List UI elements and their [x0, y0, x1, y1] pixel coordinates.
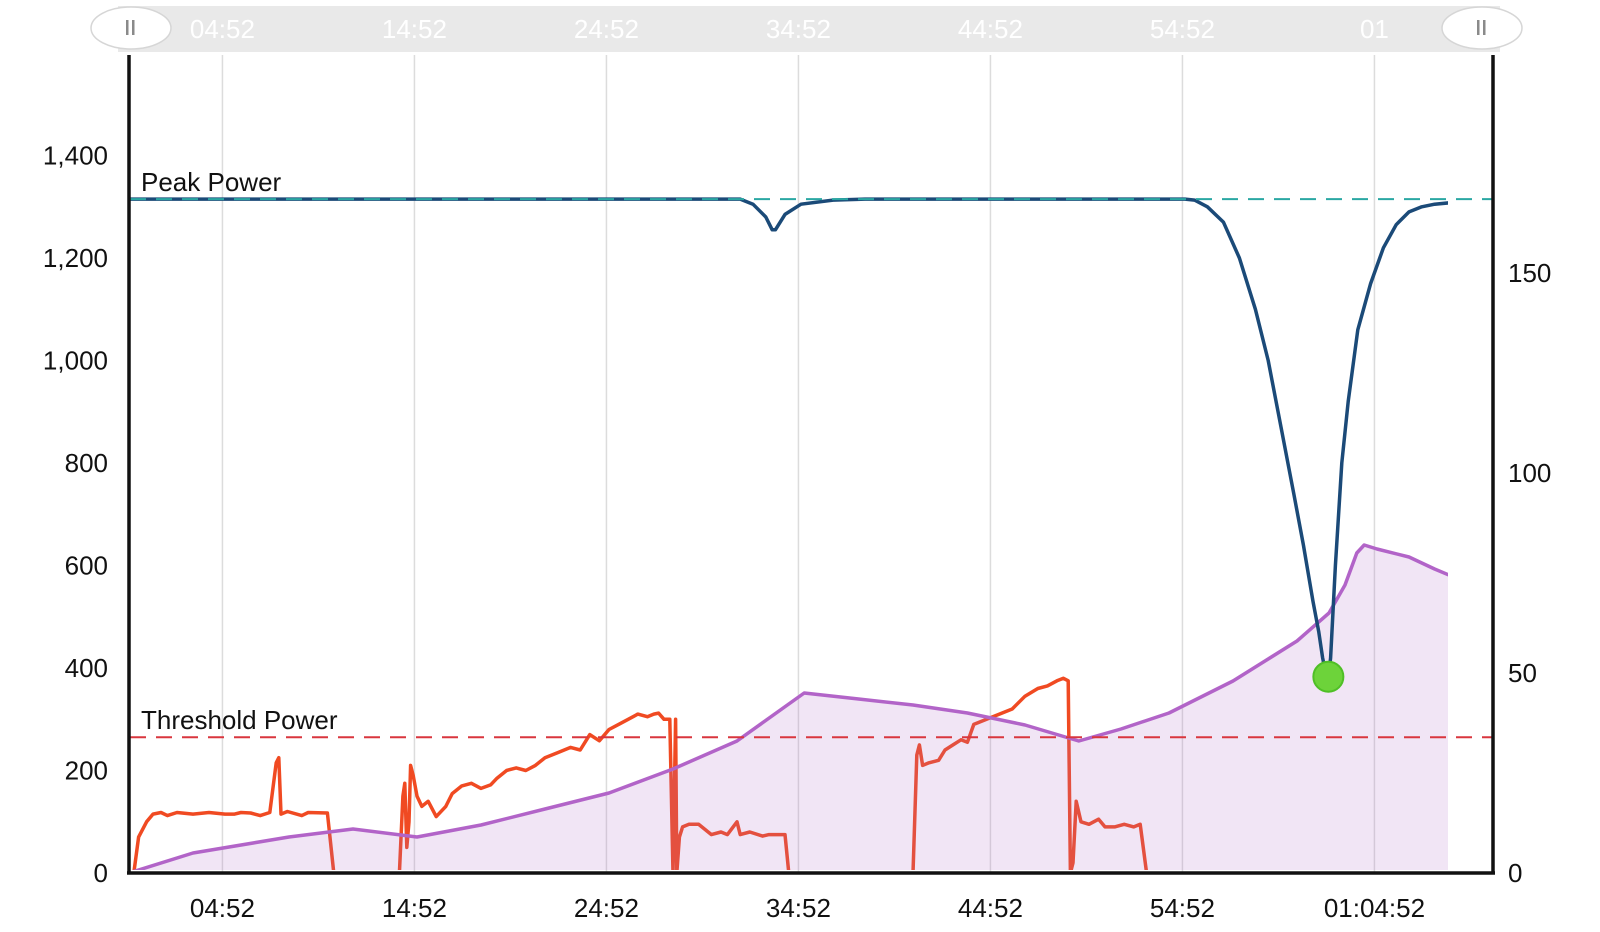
x-tick-labels: 04:52 14:52 24:52 34:52 44:52 54:52 01:04:52 — [190, 893, 1425, 923]
navigator-tick-label-2: 24:52 — [574, 14, 639, 44]
right-y-tick-2: 100 — [1508, 458, 1551, 488]
x-tick-label-1: 14:52 — [382, 893, 447, 923]
right-y-tick-3: 150 — [1508, 258, 1551, 288]
vertical-gridlines — [221, 55, 1376, 872]
time-navigator[interactable]: 04:52 14:52 24:52 34:52 44:52 54:52 01 — [90, 6, 1523, 52]
left-y-tick-labels: 0 200 400 600 800 1,000 1,200 1,400 — [43, 141, 108, 889]
navigator-track[interactable] — [118, 6, 1500, 52]
navigator-tick-label-3: 34:52 — [766, 14, 831, 44]
right-y-tick-0: 0 — [1508, 858, 1522, 888]
left-y-tick-3: 600 — [65, 551, 108, 581]
navigator-tick-labels: 04:52 14:52 24:52 34:52 44:52 54:52 01 — [190, 14, 1389, 44]
x-tick-label-4: 44:52 — [958, 893, 1023, 923]
reference-lines: Peak Power Threshold Power — [130, 167, 1493, 739]
pause-bars-icon — [126, 20, 135, 35]
left-y-tick-1: 200 — [65, 756, 108, 786]
hover-marker[interactable] — [1312, 660, 1345, 693]
left-y-tick-2: 400 — [65, 653, 108, 683]
series-2-line — [128, 197, 1448, 681]
x-tick-label-6: 01:04:52 — [1324, 893, 1425, 923]
series-1-line — [132, 543, 1448, 870]
navigator-tick-label-0: 04:52 — [190, 14, 255, 44]
right-y-tick-1: 50 — [1508, 658, 1537, 688]
pause-bars-icon — [1477, 20, 1486, 35]
series-0-line — [132, 676, 1148, 870]
hover-marker-dot — [1312, 660, 1345, 693]
x-tick-label-3: 34:52 — [766, 893, 831, 923]
left-y-tick-4: 800 — [65, 448, 108, 478]
navigator-tick-label-5: 54:52 — [1150, 14, 1215, 44]
axes — [127, 55, 1495, 875]
navigator-right-handle[interactable] — [1441, 6, 1523, 50]
left-y-tick-7: 1,400 — [43, 141, 108, 171]
navigator-tick-label-1: 14:52 — [382, 14, 447, 44]
navigator-left-handle[interactable] — [90, 6, 172, 50]
series-1-area — [138, 545, 1448, 870]
left-y-tick-5: 1,000 — [43, 346, 108, 376]
left-y-tick-6: 1,200 — [43, 243, 108, 273]
reference-label-0: Peak Power — [141, 167, 282, 197]
x-tick-label-5: 54:52 — [1150, 893, 1215, 923]
reference-label-1: Threshold Power — [141, 705, 338, 735]
x-tick-label-0: 04:52 — [190, 893, 255, 923]
series-layer — [128, 197, 1448, 870]
navigator-tick-label-4: 44:52 — [958, 14, 1023, 44]
right-y-tick-labels: 0 50 100 150 — [1508, 258, 1551, 888]
navigator-tick-label-6: 01 — [1360, 14, 1389, 44]
left-y-tick-0: 0 — [94, 858, 108, 888]
x-tick-label-2: 24:52 — [574, 893, 639, 923]
